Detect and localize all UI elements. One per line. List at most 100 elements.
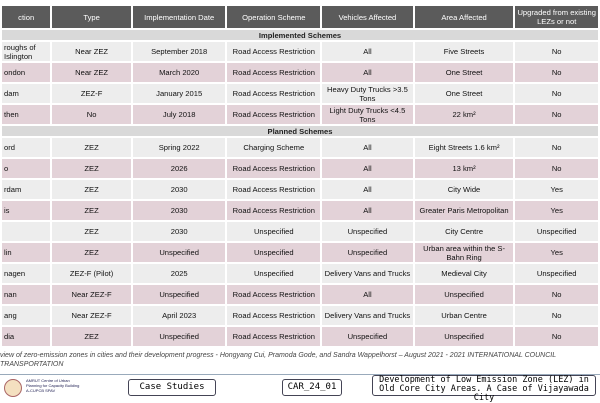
row: roughs of Islington Near ZEZ September 201… [2, 42, 598, 61]
cell: City Centre [414, 222, 514, 241]
row: nagen ZEZ-F (Pilot) 2025 Unspecified Deliver… [2, 264, 598, 283]
cell: Unspecified [322, 327, 413, 346]
cell: All [322, 42, 413, 61]
cell: Medieval City [414, 264, 514, 283]
cell: ZEZ [52, 243, 131, 262]
cell: No [515, 159, 598, 178]
cell: Unspecified [515, 222, 598, 241]
cell: No [515, 285, 598, 304]
row: ZEZ 2030 Unspecified Unspecified City Centre… [2, 222, 598, 241]
cell: Unspecified [322, 243, 413, 262]
cell: Unspecified [132, 327, 226, 346]
cell: 2030 [132, 222, 226, 241]
cell: ondon [2, 63, 51, 82]
cell: City Wide [414, 180, 514, 199]
cell: All [322, 201, 413, 220]
code-label: CAR_24_01 [282, 379, 342, 396]
cell: Road Access Restriction [227, 327, 321, 346]
cell: Unspecified [414, 285, 514, 304]
cell: ZEZ-F (Pilot) [52, 264, 131, 283]
cell: Road Access Restriction [227, 42, 321, 61]
cell: nagen [2, 264, 51, 283]
cell: Charging Scheme [227, 138, 321, 157]
caption: view of zero-emission zones in cities an… [0, 351, 556, 369]
row: nan Near ZEZ-F Unspecified Road Access Rest… [2, 285, 598, 304]
cell: No [515, 84, 598, 103]
section-title: Implemented Schemes [2, 30, 598, 40]
cell: rdam [2, 180, 51, 199]
cell: Road Access Restriction [227, 180, 321, 199]
caption-line: TRANSPORTATION [0, 361, 64, 368]
row: lin ZEZ Unspecified Unspecified Unspecified U… [2, 243, 598, 262]
cell: Unspecified [515, 264, 598, 283]
cell: 2026 [132, 159, 226, 178]
row: ord ZEZ Spring 2022 Charging Scheme All Eight… [2, 138, 598, 157]
cell: 22 km² [414, 105, 514, 124]
cell: Road Access Restriction [227, 306, 321, 325]
cell: lin [2, 243, 51, 262]
cell: No [515, 138, 598, 157]
cell: ang [2, 306, 51, 325]
cell: No [515, 306, 598, 325]
cell: dia [2, 327, 51, 346]
cell: January 2015 [132, 84, 226, 103]
row: dia ZEZ Unspecified Road Access Restriction… [2, 327, 598, 346]
cell: 13 km² [414, 159, 514, 178]
cell: nan [2, 285, 51, 304]
cell: ZEZ [52, 222, 131, 241]
cell: ZEZ [52, 180, 131, 199]
cell: July 2018 [132, 105, 226, 124]
cell: Unspecified [227, 222, 321, 241]
cell: Eight Streets 1.6 km² [414, 138, 514, 157]
section-title: Planned Schemes [2, 126, 598, 136]
cell: Yes [515, 180, 598, 199]
cell: ord [2, 138, 51, 157]
cell: Urban Centre [414, 306, 514, 325]
cell: ZEZ [52, 201, 131, 220]
cell: ZEZ [52, 327, 131, 346]
cell: September 2018 [132, 42, 226, 61]
cell: No [515, 327, 598, 346]
cell: April 2023 [132, 306, 226, 325]
caption-line: view of zero-emission zones in cities an… [0, 352, 557, 359]
cell: then [2, 105, 51, 124]
header-cell: ction [2, 6, 51, 28]
row: is ZEZ 2030 Road Access Restriction All Great… [2, 201, 598, 220]
cell: Unspecified [132, 285, 226, 304]
cell: Unspecified [227, 243, 321, 262]
cell: ZEZ [52, 159, 131, 178]
row: o ZEZ 2026 Road Access Restriction All 13 km²… [2, 159, 598, 178]
row: ondon Near ZEZ March 2020 Road Access Restr… [2, 63, 598, 82]
cell: Road Access Restriction [227, 159, 321, 178]
cell: Road Access Restriction [227, 84, 321, 103]
cell: 2030 [132, 201, 226, 220]
cell: Road Access Restriction [227, 63, 321, 82]
cell: March 2020 [132, 63, 226, 82]
header-cell: Upgraded from existing LEZs or not [515, 6, 598, 28]
section-row: Implemented Schemes [2, 30, 598, 40]
cell: ZEZ-F [52, 84, 131, 103]
footer: AMRUT Centre of Urban Planning for Capac… [0, 374, 600, 403]
cell: One Street [414, 84, 514, 103]
header-cell: Vehicles Affected [322, 6, 413, 28]
cell: Yes [515, 201, 598, 220]
cell: One Street [414, 63, 514, 82]
cell: No [52, 105, 131, 124]
cell: Road Access Restriction [227, 285, 321, 304]
cell: Spring 2022 [132, 138, 226, 157]
cell: o [2, 159, 51, 178]
header-cell: Operation Scheme [227, 6, 321, 28]
cell: Road Access Restriction [227, 105, 321, 124]
cell: Yes [515, 243, 598, 262]
cell: Greater Paris Metropolitan [414, 201, 514, 220]
cell: All [322, 159, 413, 178]
cell: Light Duty Trucks <4.5 Tons [322, 105, 413, 124]
cell: All [322, 138, 413, 157]
section-row: Planned Schemes [2, 126, 598, 136]
row: ang Near ZEZ-F April 2023 Road Access Restr… [2, 306, 598, 325]
cell: Unspecified [414, 327, 514, 346]
footer-title: Development of Low Emission Zone (LEZ) i… [372, 375, 596, 403]
cell: Unspecified [322, 222, 413, 241]
header-cell: Area Affected [414, 6, 514, 28]
